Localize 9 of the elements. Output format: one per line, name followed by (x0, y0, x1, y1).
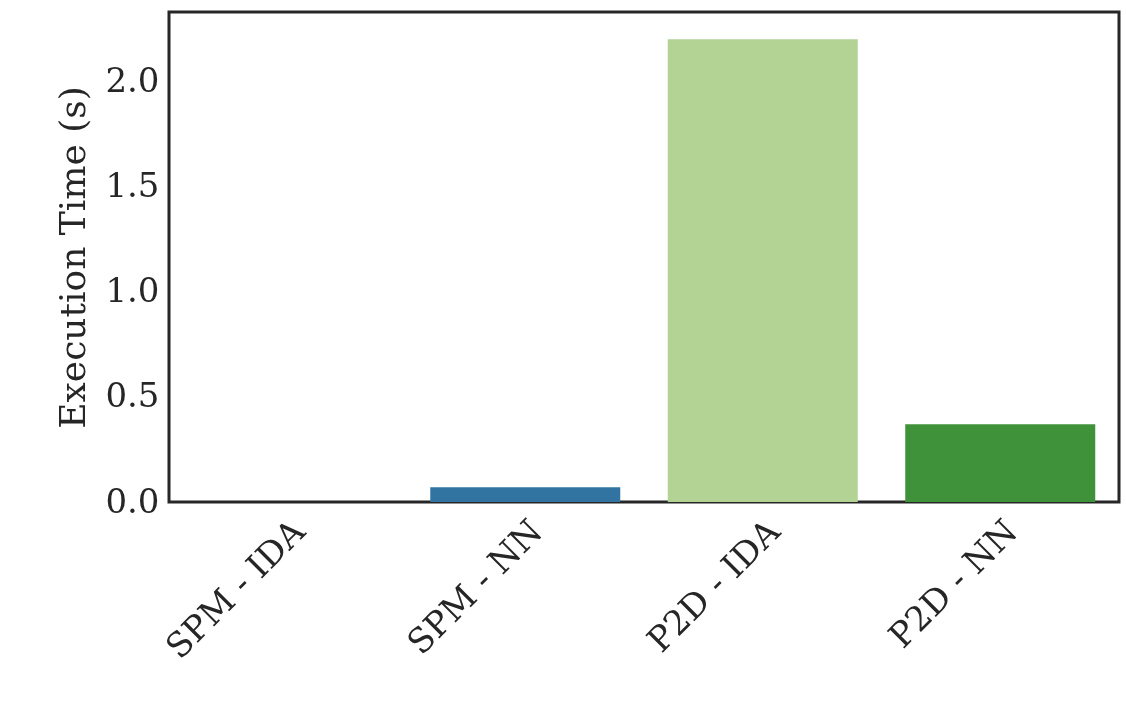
bar (667, 39, 858, 502)
y-tick-label: 1.0 (105, 270, 160, 311)
y-tick-label: 0.5 (105, 375, 160, 416)
y-tick-label: 2.0 (105, 59, 160, 100)
y-axis-title: Execution Time (s) (52, 86, 94, 429)
bar (905, 424, 1096, 502)
bar (430, 487, 621, 502)
y-tick-label: 0.0 (105, 480, 160, 521)
y-tick-label: 1.5 (105, 165, 160, 206)
